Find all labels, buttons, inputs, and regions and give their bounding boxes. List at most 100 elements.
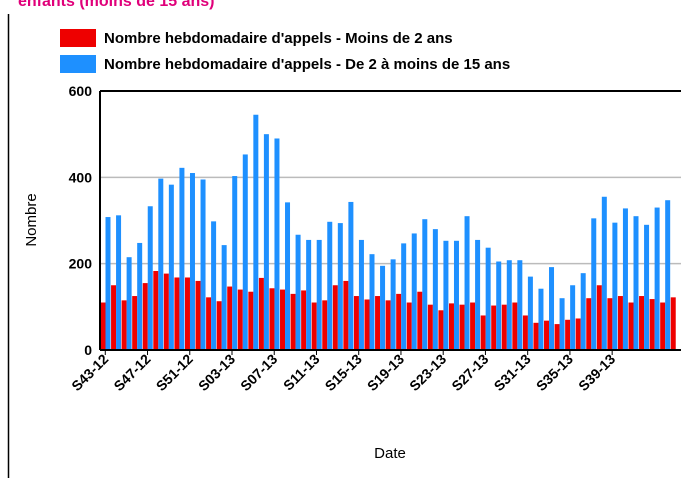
bar [184, 277, 190, 350]
bar [506, 260, 512, 350]
bar [337, 223, 343, 350]
bar [290, 293, 296, 350]
bar [132, 296, 138, 350]
bar [544, 320, 550, 350]
bar [639, 296, 645, 350]
x-tick-label: S51-12 [153, 351, 196, 394]
x-tick-label: S39-13 [575, 351, 618, 394]
bar [174, 277, 180, 350]
y-tick-label: 600 [69, 83, 93, 99]
x-tick-label: S47-12 [110, 351, 153, 394]
bar [617, 296, 623, 350]
bar [126, 257, 132, 350]
bar [301, 290, 307, 350]
bar [470, 302, 476, 350]
bar [633, 216, 639, 350]
bar [417, 291, 423, 350]
x-tick-label: S23-13 [406, 351, 449, 394]
x-tick-label: S31-13 [491, 351, 534, 394]
y-tick-label: 0 [84, 342, 92, 358]
bar [248, 291, 254, 350]
bar [522, 315, 528, 350]
bar [517, 260, 523, 350]
bar [285, 202, 291, 350]
bar [453, 240, 459, 350]
bar [438, 310, 444, 350]
bar [258, 277, 264, 350]
bar [591, 218, 597, 350]
bar [200, 179, 206, 350]
bar [554, 324, 560, 350]
bar [242, 154, 248, 350]
bar [607, 298, 613, 350]
y-tick-label: 400 [69, 169, 93, 185]
legend-label: Nombre hebdomadaire d'appels - Moins de … [104, 30, 453, 47]
bar [237, 289, 243, 350]
bar [137, 242, 143, 350]
bar [665, 200, 671, 350]
bar [189, 173, 195, 350]
bar [206, 297, 212, 350]
bar [396, 293, 402, 350]
bar [327, 221, 333, 350]
bar [385, 300, 391, 350]
bar [195, 280, 201, 350]
bar [353, 296, 359, 350]
bar [575, 318, 581, 350]
bar [549, 267, 555, 350]
bar [348, 201, 354, 350]
bar [464, 216, 470, 350]
bar [601, 196, 607, 350]
bar [654, 207, 660, 350]
bar [269, 288, 275, 350]
bar [422, 219, 428, 350]
bar [311, 302, 317, 350]
x-tick-label: S03-13 [195, 351, 238, 394]
x-tick-label: S19-13 [364, 351, 407, 394]
bar [390, 259, 396, 350]
bar [501, 304, 507, 350]
y-tick-label: 200 [69, 256, 93, 272]
bar [306, 239, 312, 350]
bar [411, 233, 417, 350]
bar [586, 298, 592, 350]
bar [644, 224, 650, 350]
bar [295, 234, 301, 350]
bar [459, 304, 465, 350]
bar [100, 302, 106, 350]
bar [432, 229, 438, 350]
bar [179, 167, 185, 350]
bar [280, 289, 286, 350]
bar [480, 315, 486, 350]
bar [105, 217, 111, 350]
bar [232, 176, 238, 350]
bar [216, 301, 222, 350]
x-tick-label: S07-13 [237, 351, 280, 394]
bar [111, 285, 117, 350]
x-tick-label: S27-13 [448, 351, 491, 394]
legend-swatch [60, 55, 96, 73]
bar [565, 319, 571, 350]
bar [660, 302, 666, 350]
bar [153, 271, 159, 350]
bar [163, 273, 169, 350]
bar [253, 114, 259, 350]
bar [533, 322, 539, 350]
bar [227, 286, 233, 350]
legend-swatch [60, 29, 96, 47]
bar [580, 273, 586, 350]
bar [612, 222, 618, 350]
legend-label: Nombre hebdomadaire d'appels - De 2 à mo… [104, 56, 510, 73]
bar [427, 304, 433, 350]
bar [448, 303, 454, 350]
bar [263, 134, 269, 350]
bar [570, 285, 576, 350]
bar [364, 299, 370, 350]
x-tick-label: S15-13 [322, 351, 365, 394]
bar [158, 178, 164, 350]
x-axis-title: Date [374, 445, 406, 462]
bar [221, 245, 227, 350]
bar [380, 265, 386, 350]
